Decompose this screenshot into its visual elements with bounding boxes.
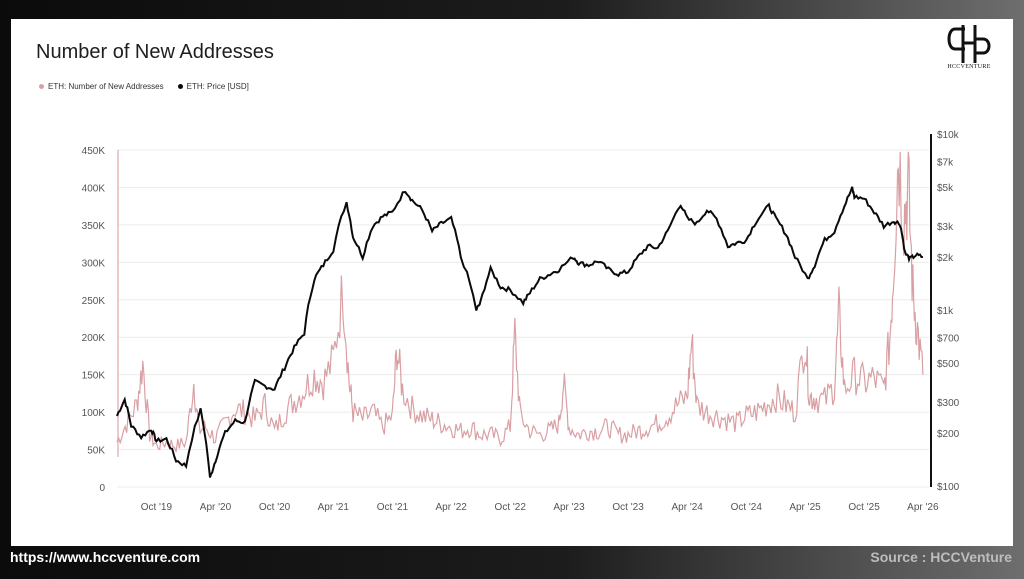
series-line-eth-price xyxy=(116,186,923,478)
legend-dot-addresses xyxy=(39,84,44,89)
y-right-tick-label: $3k xyxy=(937,222,954,233)
x-axis: Oct '19 Apr '20 Oct '20 Apr '21 Oct '21 Apr '… xyxy=(141,502,939,513)
y-left-tick-label: 350K xyxy=(82,221,106,232)
y-right-tick-label: $10k xyxy=(937,130,960,141)
y-right-tick-label: $2k xyxy=(937,253,954,264)
chart-title: Number of New Addresses xyxy=(36,41,274,63)
x-tick-label: Apr '25 xyxy=(789,502,821,513)
legend-dot-price xyxy=(177,84,183,89)
legend-item-addresses[interactable]: ETH: Number of New Addresses xyxy=(39,82,164,91)
y-left-tick-label: 100K xyxy=(82,408,106,419)
y-right-tick-label: $500 xyxy=(937,359,960,370)
y-right-tick-label: $100 xyxy=(937,482,960,493)
y-left-tick-label: 200K xyxy=(82,333,106,344)
legend-item-price[interactable]: ETH: Price [USD] xyxy=(177,82,249,91)
footer-source: Source : HCCVenture xyxy=(870,549,1012,565)
y-right-tick-label: $1k xyxy=(937,306,954,317)
y-axis-left: 0 50K 100K 150K 200K 250K 300K 350K 400K 450K xyxy=(82,146,106,494)
y-left-tick-label: 250K xyxy=(82,296,106,307)
y-left-tick-label: 450K xyxy=(82,146,106,157)
y-right-tick-label: $300 xyxy=(937,398,960,409)
x-tick-label: Apr '23 xyxy=(553,502,585,513)
footer-url[interactable]: https://www.hccventure.com xyxy=(10,549,201,565)
x-tick-label: Oct '25 xyxy=(848,502,880,513)
logo-mark-icon xyxy=(947,25,991,63)
logo-text: HCCVENTURE xyxy=(947,64,991,70)
y-left-tick-label: 50K xyxy=(87,446,105,457)
x-tick-label: Apr '22 xyxy=(435,502,467,513)
y-right-tick-label: $700 xyxy=(937,333,960,344)
series-line-new-addresses xyxy=(116,151,924,453)
y-right-tick-label: $5k xyxy=(937,183,954,194)
gridlines xyxy=(117,149,929,488)
x-tick-label: Oct '19 xyxy=(141,502,173,513)
legend-label-price: ETH: Price [USD] xyxy=(186,82,249,91)
x-tick-label: Oct '22 xyxy=(495,502,527,513)
y-right-tick-label: $7k xyxy=(937,157,954,168)
x-tick-label: Oct '20 xyxy=(259,502,291,513)
chart-card: Number of New Addresses ETH: Number of N… xyxy=(11,19,1013,546)
legend-label-addresses: ETH: Number of New Addresses xyxy=(48,82,164,91)
x-tick-label: Apr '20 xyxy=(200,502,232,513)
y-axis-right: $100 $200 $300 $500 $700 $1k $2k $3k $5k $7k $10k xyxy=(937,130,960,493)
x-tick-label: Oct '24 xyxy=(731,502,763,513)
y-left-tick-label: 150K xyxy=(82,371,106,382)
legend: ETH: Number of New Addresses ETH: Price … xyxy=(39,82,249,91)
x-tick-label: Oct '23 xyxy=(612,502,644,513)
chart-area: 0 50K 100K 150K 200K 250K 300K 350K 400K 450K $10… xyxy=(82,130,960,513)
x-tick-label: Apr '21 xyxy=(318,502,350,513)
y-left-tick-label: 0 xyxy=(99,483,105,494)
x-tick-label: Oct '21 xyxy=(377,502,409,513)
brand-logo: HCCVENTURE xyxy=(941,23,997,73)
x-tick-label: Apr '26 xyxy=(907,502,939,513)
y-left-tick-label: 400K xyxy=(82,183,106,194)
x-tick-label: Apr '24 xyxy=(671,502,703,513)
y-left-tick-label: 300K xyxy=(82,258,106,269)
y-right-tick-label: $200 xyxy=(937,429,960,440)
